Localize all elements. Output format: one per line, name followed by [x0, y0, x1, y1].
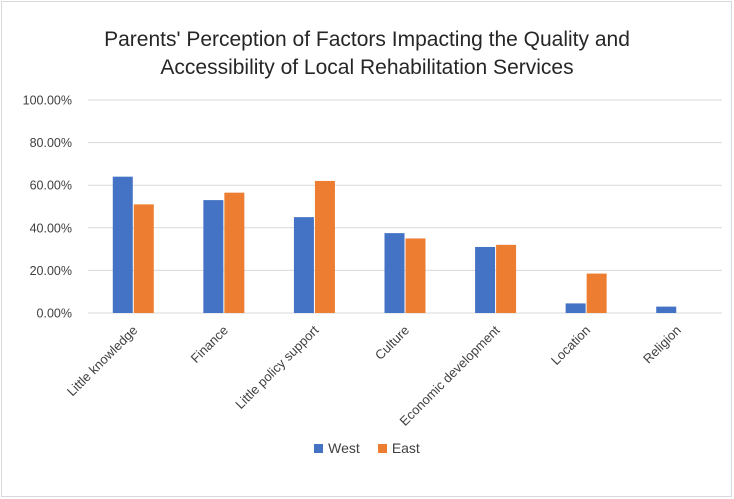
bar-west-6 [656, 306, 677, 313]
bar-east-4 [496, 244, 517, 313]
x-category-label: Finance [188, 323, 231, 366]
bar-east-2 [314, 180, 335, 313]
y-tick-label: 80.00% [30, 136, 72, 150]
legend-label-east: East [391, 440, 420, 456]
bar-west-1 [203, 200, 224, 313]
legend-swatch-east [377, 443, 387, 453]
chart-title-line-1: Parents' Perception of Factors Impacting… [104, 28, 630, 51]
bar-west-4 [475, 246, 496, 313]
x-category-label: Culture [372, 323, 412, 363]
gridlines [88, 99, 722, 314]
bar-east-5 [586, 273, 607, 313]
y-tick-label: 100.00% [23, 94, 72, 108]
x-category-label: Location [548, 323, 593, 368]
x-category-label: Little knowledge [64, 323, 141, 400]
y-tick-label: 20.00% [30, 264, 72, 278]
bar-east-1 [224, 192, 245, 313]
chart-title-line-2: Accessibility of Local Rehabilitation Se… [160, 56, 574, 79]
bar-east-3 [405, 238, 426, 313]
y-tick-label: 40.00% [30, 221, 72, 235]
x-category-label: Little policy support [232, 322, 322, 412]
x-axis-category-labels: Little knowledge Finance Little policy sup… [64, 322, 684, 428]
y-tick-label: 60.00% [30, 179, 72, 193]
legend-swatch-west [314, 443, 324, 453]
y-tick-label: 0.00% [37, 307, 72, 321]
bars [112, 176, 677, 313]
legend: West East [0, 440, 734, 456]
bar-west-2 [293, 217, 314, 313]
bar-west-3 [384, 233, 405, 313]
legend-item-west: West [314, 440, 360, 456]
x-category-label: Economic development [397, 322, 503, 428]
bar-west-5 [565, 303, 586, 313]
bar-east-0 [133, 204, 154, 313]
legend-item-east: East [377, 440, 420, 456]
bar-west-0 [112, 176, 133, 313]
legend-label-west: West [328, 440, 360, 456]
y-axis-tick-labels: 0.00% 20.00% 40.00% 60.00% 80.00% 100.00% [23, 94, 72, 321]
x-category-label: Religion [640, 323, 684, 367]
